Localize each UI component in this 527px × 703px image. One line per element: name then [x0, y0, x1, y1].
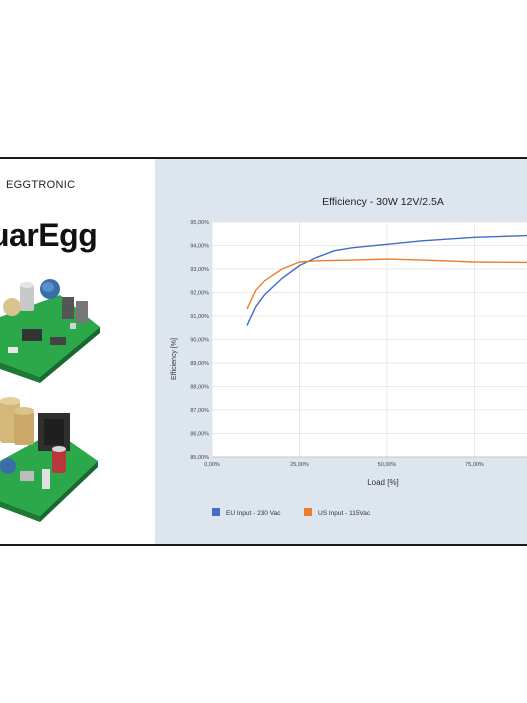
chart-title: Efficiency - 30W 12V/2.5A [322, 196, 444, 208]
pcb-board-image-top [0, 279, 100, 383]
x-tick-label: 75,00% [465, 462, 484, 468]
grid-lines [211, 221, 527, 458]
product-title: uarEgg [0, 217, 98, 253]
y-axis-label: Efficiency [%] [171, 338, 178, 380]
x-tick-label: 0,00% [204, 462, 220, 468]
y-tick-label: 93,00% [190, 267, 209, 273]
y-tick-label: 86,00% [190, 432, 209, 438]
legend-swatch-us [304, 508, 312, 516]
x-tick-label: 25,00% [290, 462, 309, 468]
legend: EU Input - 230 Vac US Input - 115Vac [212, 508, 371, 517]
y-tick-label: 85,00% [190, 455, 209, 461]
pcb-board-image-bottom [0, 397, 98, 522]
x-tick-labels: 0,00% 25,00% 50,00% 75,00% [204, 462, 484, 468]
legend-label-us: US Input - 115Vac [318, 510, 371, 517]
y-tick-label: 87,00% [190, 408, 209, 414]
efficiency-chart: Efficiency - 30W 12V/2.5A 85,00% 86,00% 87… [171, 196, 527, 517]
y-tick-label: 95,00% [190, 220, 209, 226]
legend-label-eu: EU Input - 230 Vac [226, 510, 281, 517]
series-lines [246, 234, 527, 326]
legend-swatch-eu [212, 508, 220, 516]
y-tick-label: 90,00% [190, 338, 209, 344]
y-tick-label: 88,00% [190, 385, 209, 391]
slide-frame: EGGTRONIC uarEgg Effici [0, 157, 527, 546]
y-tick-label: 91,00% [190, 314, 209, 320]
x-axis-label: Load [%] [367, 478, 399, 487]
x-tick-label: 50,00% [378, 462, 397, 468]
series-line-us [246, 258, 527, 310]
y-tick-label: 92,00% [190, 291, 209, 297]
y-tick-labels: 85,00% 86,00% 87,00% 88,00% 89,00% 90,00% 91,0… [190, 220, 209, 461]
brand-logo-text: EGGTRONIC [6, 179, 76, 191]
y-tick-label: 94,00% [190, 244, 209, 250]
chart-panel: Efficiency - 30W 12V/2.5A 85,00% 86,00% 87… [155, 159, 527, 544]
y-tick-label: 89,00% [190, 361, 209, 367]
series-line-eu [246, 234, 527, 326]
